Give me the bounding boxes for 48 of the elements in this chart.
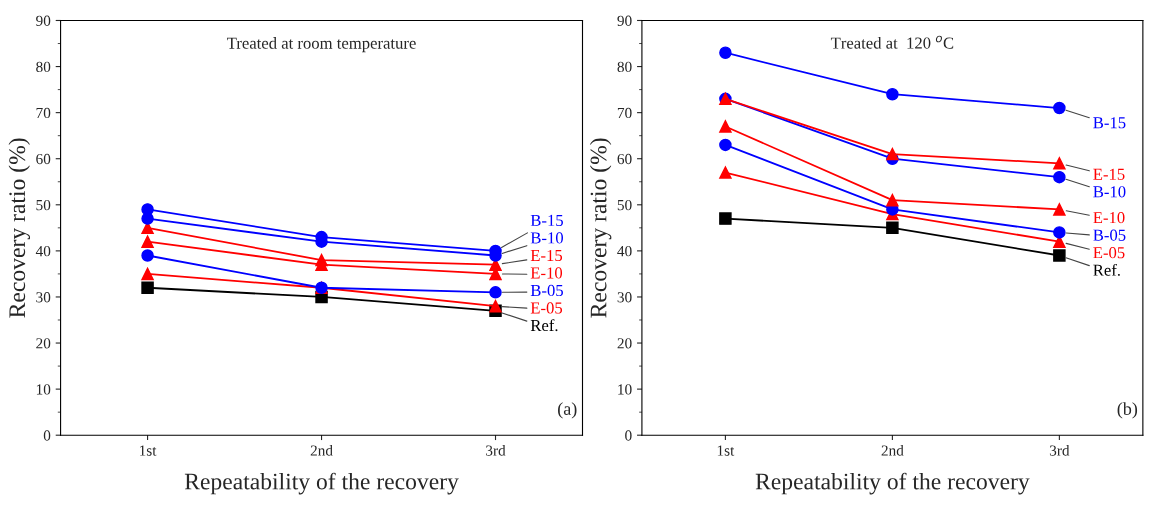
y-tick-label: 70	[617, 107, 632, 119]
series-label: E-15	[530, 249, 563, 262]
y-tick-label: 10	[618, 384, 632, 395]
y-tick-label: 90	[617, 15, 632, 26]
series-label: Ref.	[530, 319, 558, 332]
y-tick-label: 60	[36, 153, 51, 165]
x-tick-label: 3rd	[486, 444, 506, 456]
series-label: B-10	[530, 232, 564, 244]
text: B-15	[530, 214, 563, 227]
annotation: Treated at room temperature	[227, 37, 416, 53]
x-axis-title: Repeatability of the recovery	[755, 472, 1030, 495]
y-tick-label: 30	[36, 292, 51, 303]
y-tick-label: 10	[36, 384, 51, 395]
y-axis-title: Recovery ratio (%)	[589, 138, 612, 318]
series-label: E-10	[1093, 212, 1125, 224]
y-tick-label: 70	[36, 107, 51, 119]
y-tick-label: 90	[36, 15, 51, 26]
series-label: B-10	[1093, 186, 1126, 198]
y-tick-label: 0	[43, 430, 51, 441]
x-tick-label: 2nd	[881, 444, 904, 456]
x-tick-label: 2nd	[310, 444, 333, 456]
y-tick-label: 20	[617, 338, 632, 349]
series-label: E-10	[530, 267, 563, 279]
series-label: E-05	[1093, 247, 1125, 259]
y-tick-label: 30	[617, 292, 632, 303]
series-label: B-15	[1093, 117, 1126, 129]
series-label: E-15	[1093, 168, 1125, 180]
y-tick-label: 80	[617, 61, 632, 73]
series-label: B-05	[530, 284, 563, 297]
y-tick-label: 50	[36, 199, 51, 211]
series-label: E-05	[530, 302, 563, 314]
series-label: B-05	[1093, 229, 1126, 241]
x-tick-label: 1st	[717, 445, 735, 456]
x-axis-title: Repeatability of the recovery	[184, 472, 459, 495]
y-tick-label: 0	[625, 430, 632, 441]
annotation: (b)	[1117, 402, 1138, 419]
y-axis-title: Recovery ratio (%)	[8, 138, 31, 318]
y-tick-label: 20	[36, 338, 51, 349]
y-tick-label: 50	[617, 199, 632, 211]
x-tick-label: 3rd	[1049, 444, 1070, 456]
series-label: Ref.	[1093, 263, 1120, 276]
y-tick-label: 40	[617, 246, 632, 257]
x-tick-label: 1st	[140, 445, 157, 456]
annotation: Treated at 120 $^{o}$C	[830, 35, 954, 49]
y-tick-label: 60	[617, 153, 632, 165]
y-tick-label: 40	[35, 246, 51, 257]
annotation: (a)	[558, 402, 577, 419]
y-tick-label: 80	[36, 61, 51, 73]
